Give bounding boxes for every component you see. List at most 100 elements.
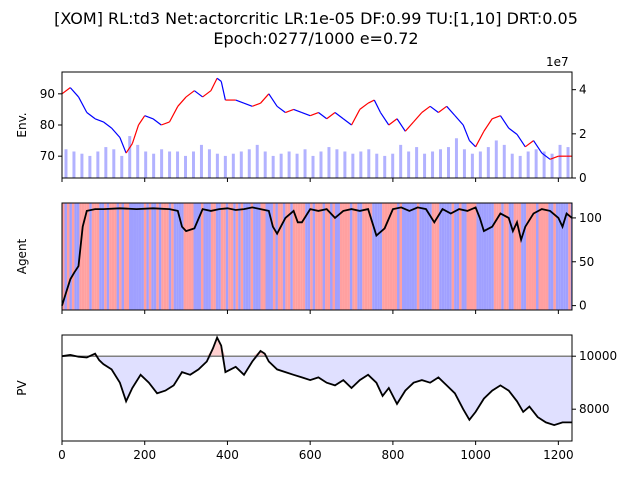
agent-position-stripe xyxy=(270,203,273,310)
agent-position-stripe xyxy=(208,203,211,310)
agent-position-stripe xyxy=(387,203,390,310)
price-segment xyxy=(524,140,534,148)
agent-position-stripe xyxy=(330,203,333,310)
agent-position-stripe xyxy=(511,203,514,310)
agent-position-stripe xyxy=(337,203,340,310)
agent-position-stripe xyxy=(431,203,435,310)
agent-position-stripe xyxy=(109,203,112,310)
agent-position-stripe xyxy=(267,203,271,310)
price-segment xyxy=(379,112,390,126)
agent-position-stripe xyxy=(498,203,502,310)
agent-position-stripe xyxy=(215,203,219,310)
agent-position-stripe xyxy=(89,203,92,310)
agent-position-stripe xyxy=(481,203,484,310)
price-segment xyxy=(462,124,470,141)
price-segment xyxy=(446,105,456,117)
agent-position-stripe xyxy=(287,203,291,310)
agent-position-stripe xyxy=(138,203,142,310)
agent-position-stripe xyxy=(441,203,445,310)
agent-position-stripe xyxy=(344,203,348,310)
pv-fill-above xyxy=(62,337,572,357)
pv-y2tick-label: 10000 xyxy=(579,349,617,363)
agent-position-stripe xyxy=(426,203,430,310)
price-segment xyxy=(78,96,88,113)
agent-position-stripe xyxy=(334,203,338,310)
agent-position-stripe xyxy=(178,203,182,310)
price-segment xyxy=(94,118,104,123)
agent-position-stripe xyxy=(540,203,544,310)
price-segment xyxy=(103,121,112,129)
agent-position-stripe xyxy=(359,203,363,310)
agent-position-stripe xyxy=(104,203,107,310)
agent-position-stripe xyxy=(518,203,522,310)
env-ylabel: Env. xyxy=(15,112,29,137)
agent-position-stripe xyxy=(565,203,569,310)
agent-position-stripe xyxy=(558,203,561,310)
agent-position-stripe xyxy=(136,203,139,310)
price-segment xyxy=(220,81,226,101)
agent-position-stripe xyxy=(91,203,95,310)
agent-position-stripe xyxy=(548,203,551,310)
agent-position-stripe xyxy=(501,203,504,310)
agent-position-stripe xyxy=(161,203,164,310)
pv-xtick-label: 0 xyxy=(58,448,66,462)
price-segment xyxy=(421,105,431,114)
agent-position-stripe xyxy=(570,203,572,310)
agent-position-stripe xyxy=(382,203,385,310)
env-ytick-label: 70 xyxy=(40,149,55,163)
agent-position-stripe xyxy=(141,203,144,310)
price-segment xyxy=(144,115,154,120)
agent-position-stripe xyxy=(513,203,517,310)
pv-ylabel: PV xyxy=(15,379,29,395)
price-segment xyxy=(475,130,485,148)
agent-position-stripe xyxy=(369,203,373,310)
agent-position-stripe xyxy=(69,203,72,310)
agent-position-stripe xyxy=(285,203,288,310)
price-segment xyxy=(491,115,501,120)
agent-position-stripe xyxy=(119,203,122,310)
agent-position-stripe xyxy=(384,203,388,310)
agent-position-stripe xyxy=(305,203,308,310)
agent-position-stripe xyxy=(272,203,276,310)
agent-position-stripe xyxy=(106,203,110,310)
price-segment xyxy=(138,115,146,126)
agent-axes-frame xyxy=(61,202,573,311)
agent-position-stripe xyxy=(521,203,524,310)
pv-xtick-label: 800 xyxy=(381,448,404,462)
agent-position-stripe xyxy=(62,203,65,310)
agent-position-stripe xyxy=(325,203,328,310)
agent-position-stripe xyxy=(352,203,355,310)
price-segment xyxy=(202,90,212,98)
chart-title-line2: Epoch:0277/1000 e=0.72 xyxy=(213,29,418,48)
price-segment xyxy=(309,111,319,117)
price-segment xyxy=(334,112,344,120)
env-panel: 70 80 90 0 2 4 Env. 1e7 xyxy=(15,55,587,185)
price-segment xyxy=(235,99,245,104)
agent-position-stripe xyxy=(568,203,571,310)
env-y2tick-label: 0 xyxy=(579,171,587,185)
agent-position-stripe xyxy=(245,203,249,310)
agent-position-stripe xyxy=(223,203,226,310)
agent-position-stripe xyxy=(478,203,482,310)
agent-position-stripe xyxy=(327,203,331,310)
agent-position-stripe xyxy=(464,203,467,310)
price-segment xyxy=(359,102,369,110)
price-segment xyxy=(119,137,127,154)
agent-position-stripe xyxy=(469,203,472,310)
pv-y2tick-label: 8000 xyxy=(579,402,610,416)
agent-position-stripe xyxy=(394,203,398,310)
agent-position-stripe xyxy=(238,203,241,310)
price-segment xyxy=(86,112,96,120)
agent-position-stripe xyxy=(322,203,326,310)
agent-position-stripe xyxy=(292,203,296,310)
env-y2tick-label: 4 xyxy=(579,83,587,97)
agent-position-stripe xyxy=(461,203,465,310)
agent-line xyxy=(61,206,573,306)
agent-position-stripe xyxy=(506,203,509,310)
agent-position-stripe xyxy=(491,203,494,310)
agent-position-stripe xyxy=(411,203,415,310)
price-segment xyxy=(388,118,398,126)
agent-position-stripe xyxy=(553,203,556,310)
agent-position-stripe xyxy=(354,203,358,310)
agent-position-stripe xyxy=(406,203,410,310)
